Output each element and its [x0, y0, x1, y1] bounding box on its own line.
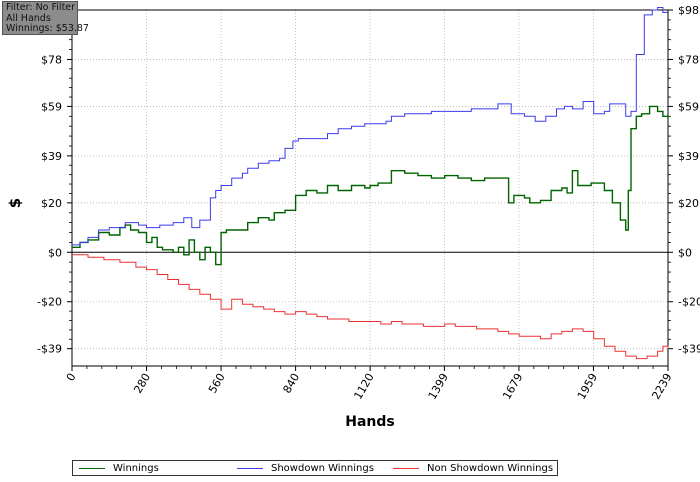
y-tick-label-left: $0	[48, 246, 62, 259]
y-tick-label-left: $59	[41, 100, 62, 113]
legend-item-non-showdown-winnings: Non Showdown Winnings	[393, 461, 553, 475]
hands-filter-text: All Hands	[6, 12, 51, 24]
x-tick-label: 1120	[351, 371, 376, 402]
x-tick-label: 2239	[649, 371, 674, 402]
y-tick-label-left: $20	[41, 197, 62, 210]
x-tick-label: 280	[131, 371, 153, 396]
legend: Winnings Showdown Winnings Non Showdown …	[72, 460, 558, 476]
x-axis-label: Hands	[345, 414, 395, 430]
filter-text: Filter: No Filter	[6, 2, 76, 13]
y-tick-label-left: -$39	[37, 343, 62, 356]
y-tick-label-right: $78	[678, 53, 699, 66]
x-tick-label: 1679	[500, 371, 525, 402]
y-tick-label-right: $98	[678, 4, 699, 17]
y-tick-label-right: $59	[678, 100, 699, 113]
x-tick-label: 1399	[426, 371, 451, 402]
winnings-total-text: Winnings: $53.87	[6, 23, 89, 34]
x-tick-label: 1959	[575, 371, 600, 402]
y-tick-label-right: $0	[678, 246, 692, 259]
legend-label-non-showdown-winnings: Non Showdown Winnings	[427, 462, 554, 474]
y-tick-label-left: $78	[41, 53, 62, 66]
x-tick-label: 0	[64, 371, 79, 384]
legend-swatch-showdown-winnings	[237, 467, 263, 469]
filter-info-box: Filter: No Filter All Hands Winnings: $5…	[2, 1, 89, 35]
legend-swatch-non-showdown-winnings	[393, 467, 419, 469]
x-tick-label: 560	[206, 371, 228, 396]
non-showdown-winnings-line	[72, 254, 669, 360]
y-tick-label-right: -$39	[678, 343, 700, 356]
x-tick-label: 840	[280, 371, 302, 396]
legend-label-winnings: Winnings	[113, 462, 159, 474]
legend-label-showdown-winnings: Showdown Winnings	[271, 462, 374, 474]
legend-swatch-winnings	[79, 467, 105, 469]
showdown-winnings-line	[72, 7, 668, 246]
y-tick-label-right: $39	[678, 150, 699, 163]
legend-item-showdown-winnings: Showdown Winnings	[237, 461, 374, 475]
y-tick-label-right: -$20	[678, 296, 700, 309]
legend-item-winnings: Winnings	[79, 461, 159, 475]
y-axis-label: $	[6, 198, 24, 208]
y-tick-label-left: $39	[41, 150, 62, 163]
y-tick-label-right: $20	[678, 197, 699, 210]
series	[72, 7, 669, 360]
winnings-line	[72, 105, 669, 266]
y-tick-label-left: -$20	[37, 296, 62, 309]
